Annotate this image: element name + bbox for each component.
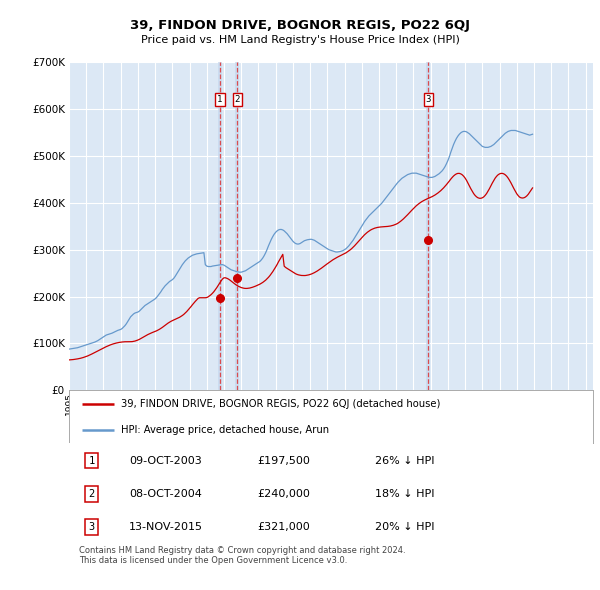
Text: 18% ↓ HPI: 18% ↓ HPI (376, 489, 435, 499)
Bar (235, 62, 239, 391)
Text: £321,000: £321,000 (257, 522, 310, 532)
Text: Contains HM Land Registry data © Crown copyright and database right 2024.
This d: Contains HM Land Registry data © Crown c… (79, 546, 406, 565)
Text: £197,500: £197,500 (257, 455, 310, 466)
Text: HPI: Average price, detached house, Arun: HPI: Average price, detached house, Arun (121, 425, 329, 435)
Text: 2: 2 (235, 95, 240, 104)
Text: 1: 1 (88, 455, 95, 466)
Bar (218, 62, 222, 391)
Text: 39, FINDON DRIVE, BOGNOR REGIS, PO22 6QJ (detached house): 39, FINDON DRIVE, BOGNOR REGIS, PO22 6QJ… (121, 399, 441, 409)
Text: 08-OCT-2004: 08-OCT-2004 (129, 489, 202, 499)
Text: 2: 2 (88, 489, 95, 499)
Bar (426, 62, 430, 391)
Text: £240,000: £240,000 (257, 489, 310, 499)
Text: 3: 3 (88, 522, 95, 532)
Text: 09-OCT-2003: 09-OCT-2003 (129, 455, 202, 466)
Text: 26% ↓ HPI: 26% ↓ HPI (376, 455, 435, 466)
Text: 20% ↓ HPI: 20% ↓ HPI (376, 522, 435, 532)
Text: Price paid vs. HM Land Registry's House Price Index (HPI): Price paid vs. HM Land Registry's House … (140, 35, 460, 45)
Text: 39, FINDON DRIVE, BOGNOR REGIS, PO22 6QJ: 39, FINDON DRIVE, BOGNOR REGIS, PO22 6QJ (130, 19, 470, 32)
Text: 1: 1 (217, 95, 223, 104)
Text: 13-NOV-2015: 13-NOV-2015 (129, 522, 203, 532)
Text: 3: 3 (425, 95, 431, 104)
